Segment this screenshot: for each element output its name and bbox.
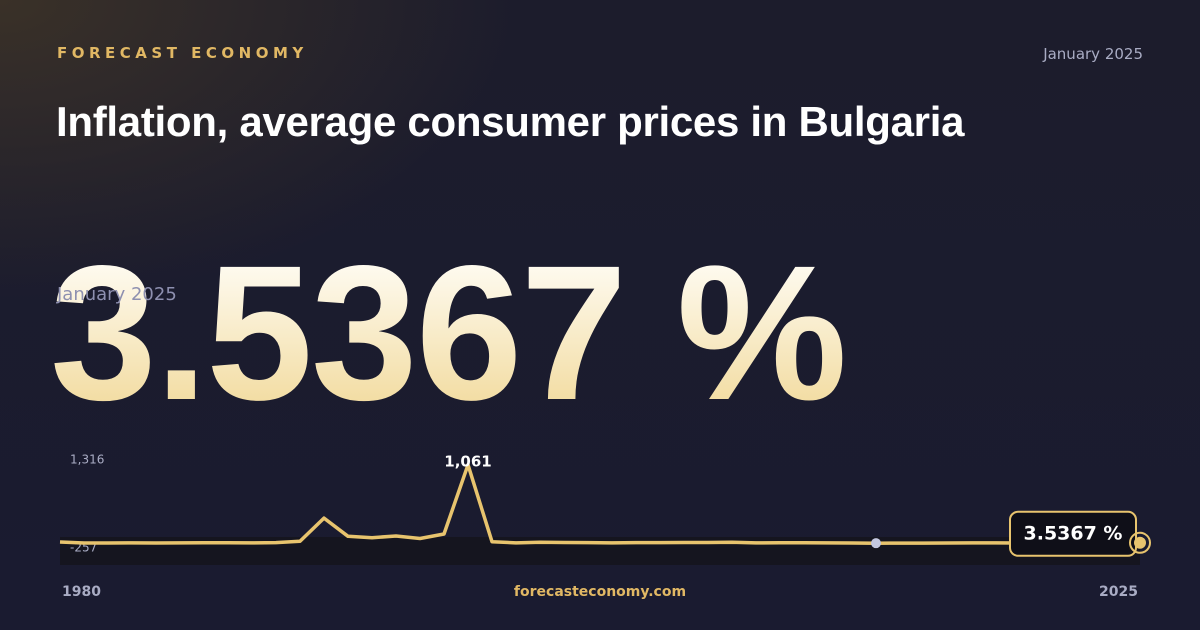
- x-tick-label: 2025: [1099, 584, 1138, 600]
- hero-date: January 2025: [57, 284, 177, 305]
- end-label: 3.5367 %: [1024, 522, 1123, 544]
- end-marker: [1134, 536, 1146, 549]
- brand: FORECAST ECONOMY: [57, 44, 308, 62]
- hero-value: 3.5367 %: [50, 225, 847, 440]
- title: Inflation, average consumer prices in Bu…: [56, 98, 965, 145]
- line: [59, 463, 1141, 545]
- header-date: January 2025: [1043, 45, 1143, 63]
- end-marker-ring: [1129, 531, 1151, 554]
- min-marker: [871, 538, 881, 549]
- x-tick-label: 1980: [62, 584, 101, 600]
- peak-label: 1,061: [444, 452, 491, 470]
- footer-site: forecasteconomy.com: [514, 584, 686, 600]
- y-tick-label: 1,316: [70, 453, 104, 467]
